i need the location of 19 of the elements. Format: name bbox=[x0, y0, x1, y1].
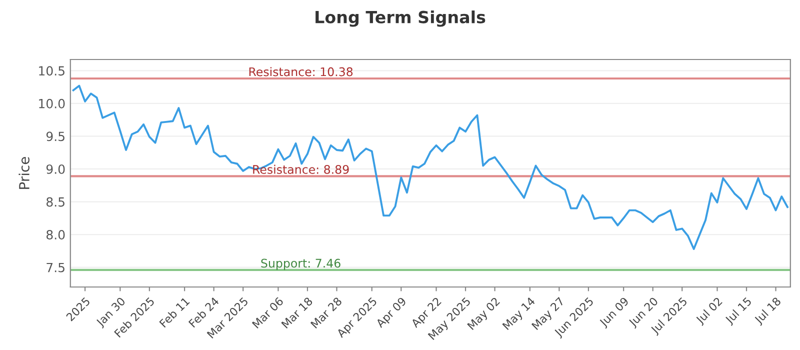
x-tick-label: Jul 15 bbox=[724, 296, 754, 326]
y-tick-label: 10.5 bbox=[39, 66, 64, 76]
y-tick-label: 7.5 bbox=[46, 262, 64, 272]
y-tick-label: 9.0 bbox=[46, 164, 65, 174]
y-tick-label: 10.0 bbox=[39, 98, 65, 108]
ref-line-label: Resistance: 8.89 bbox=[253, 164, 349, 174]
chart-title: Long Term Signals bbox=[316, 10, 486, 27]
y-tick-label: 8.0 bbox=[46, 230, 65, 240]
x-tick-label: Apr 09 bbox=[375, 296, 408, 330]
y-tick-label: 8.5 bbox=[46, 197, 64, 207]
ref-line-label: Resistance: 10.38 bbox=[249, 67, 353, 76]
ref-line-label: Support: 7.46 bbox=[261, 258, 340, 270]
x-tick-label: Jul 18 bbox=[753, 296, 783, 326]
x-tick-label: Feb 11 bbox=[158, 296, 190, 328]
y-tick-label: 9.5 bbox=[46, 132, 64, 142]
x-tick-label: Jun 09 bbox=[598, 296, 631, 329]
y-axis-title: Price bbox=[18, 157, 30, 189]
line-series bbox=[72, 84, 788, 250]
x-tick-label: Jul 02 bbox=[694, 296, 724, 326]
